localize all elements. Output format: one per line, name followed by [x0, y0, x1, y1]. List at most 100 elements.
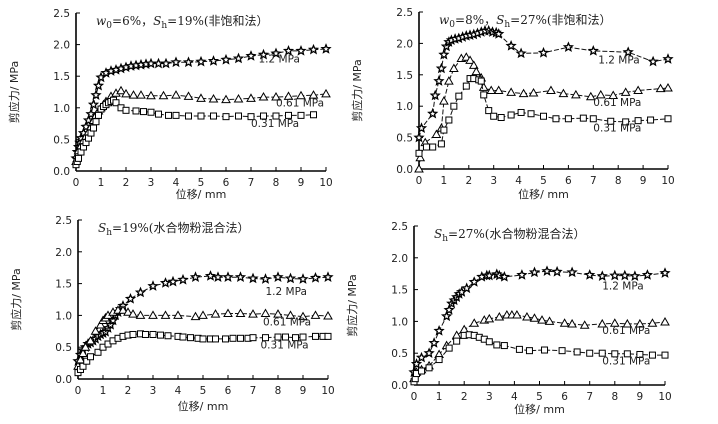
data-point-triangle — [248, 309, 258, 318]
data-point-triangle — [529, 313, 540, 322]
data-point-square — [507, 111, 515, 119]
data-point-triangle — [85, 335, 96, 345]
data-point-star — [87, 98, 100, 110]
data-point-square — [90, 124, 97, 132]
data-point-star — [641, 269, 653, 280]
data-point-star — [124, 293, 137, 304]
data-point-square — [453, 337, 461, 345]
series-annotation: 1.2 MPa — [602, 281, 643, 293]
data-point-star — [413, 131, 425, 143]
data-point-triangle — [620, 87, 631, 96]
data-point-star — [189, 271, 202, 282]
data-point-square — [292, 334, 299, 342]
data-point-star — [195, 55, 207, 67]
x-tick-label: 7 — [590, 175, 597, 187]
data-point-star — [435, 62, 448, 74]
data-point-triangle — [595, 89, 606, 99]
series-triangle — [414, 52, 673, 173]
x-tick-label: 2 — [123, 177, 130, 189]
data-point-triangle — [196, 93, 206, 102]
data-point-triangle — [221, 94, 231, 104]
data-point-square — [157, 331, 164, 339]
data-point-triangle — [567, 318, 577, 328]
data-point-star — [433, 75, 445, 86]
data-point-square — [299, 333, 307, 341]
y-tick-label: 2.5 — [53, 8, 70, 20]
series-annotation: 0.31 MPa — [602, 356, 650, 368]
data-point-triangle — [579, 320, 590, 329]
data-point-square — [222, 335, 229, 343]
data-point-star — [272, 271, 284, 282]
data-point-triangle — [647, 318, 658, 327]
y-tick-label: 0.0 — [53, 166, 70, 178]
data-point-square — [527, 110, 535, 118]
x-tick-label: 0 — [73, 177, 80, 189]
data-point-triangle — [484, 313, 495, 323]
data-point-triangle — [173, 310, 183, 319]
chart-panel-1: 0 1 2 3 4 5 6 7 8 9 10 0.0 0.5 1.0 1.5 2.0 2.5 位移/ mm 剪应力/… — [7, 8, 333, 201]
data-point-square — [185, 112, 192, 120]
series-annotation: 0.31 MPa — [261, 339, 309, 351]
x-tick-label: 6 — [565, 175, 572, 187]
chart-panel-3: 0 1 2 3 4 5 6 7 8 9 10 0.0 0.5 1.0 1.5 2.0 2.5 位移/ mm 剪应力/… — [9, 215, 335, 413]
data-point-star — [90, 89, 102, 101]
data-point-triangle — [210, 309, 221, 318]
data-point-star — [247, 272, 259, 284]
data-point-square — [172, 111, 180, 119]
data-point-star — [220, 53, 232, 65]
data-point-triangle — [633, 85, 643, 94]
data-point-square — [579, 114, 587, 122]
data-point-square — [132, 107, 140, 115]
data-point-triangle — [285, 310, 296, 319]
data-point-square — [598, 349, 606, 357]
data-point-square — [210, 112, 217, 120]
data-point-triangle — [223, 308, 233, 317]
x-tick-label: 2 — [465, 175, 472, 187]
series-square — [72, 96, 317, 169]
data-point-triangle — [298, 311, 308, 321]
x-tick-label: 9 — [640, 175, 647, 187]
data-point-star — [85, 108, 97, 119]
y-tick-label: 0.0 — [396, 164, 413, 176]
data-point-star — [257, 48, 270, 60]
data-point-square — [95, 111, 102, 119]
data-point-star — [498, 271, 511, 282]
x-tick-label: 10 — [321, 385, 334, 397]
x-tick-label: 3 — [150, 385, 157, 397]
data-point-triangle — [136, 90, 146, 99]
x-tick-label: 2 — [125, 385, 132, 397]
data-point-star — [584, 269, 596, 280]
series-line — [413, 314, 666, 379]
y-tick-label: 1.0 — [391, 316, 408, 328]
data-point-square — [607, 117, 615, 125]
x-tick-label: 2 — [461, 391, 468, 403]
data-point-triangle — [415, 152, 426, 162]
data-point-star — [410, 358, 423, 369]
data-point-square — [480, 91, 488, 99]
x-tick-label: 5 — [200, 385, 207, 397]
data-point-star — [204, 270, 217, 281]
data-point-square — [552, 115, 560, 123]
data-point-star — [320, 43, 332, 54]
data-point-star — [629, 270, 641, 281]
data-point-star — [515, 47, 527, 59]
data-point-square — [187, 334, 194, 342]
data-point-triangle — [546, 85, 556, 94]
data-point-triangle — [465, 55, 475, 64]
data-point-triangle — [296, 90, 306, 100]
x-tick-label: 4 — [511, 391, 518, 403]
data-point-square — [437, 140, 445, 148]
data-point-star — [147, 280, 159, 291]
series-annotation: 0.61 MPa — [263, 317, 311, 329]
data-point-star — [284, 272, 297, 284]
data-point-star — [461, 282, 473, 294]
data-point-triangle — [444, 76, 454, 85]
data-point-square — [515, 345, 523, 353]
y-tick-label: 2.5 — [396, 7, 413, 19]
data-point-triangle — [635, 318, 645, 328]
data-point-square — [237, 334, 244, 342]
data-point-star — [443, 304, 455, 315]
data-point-star — [92, 79, 105, 91]
data-point-square — [83, 357, 91, 365]
